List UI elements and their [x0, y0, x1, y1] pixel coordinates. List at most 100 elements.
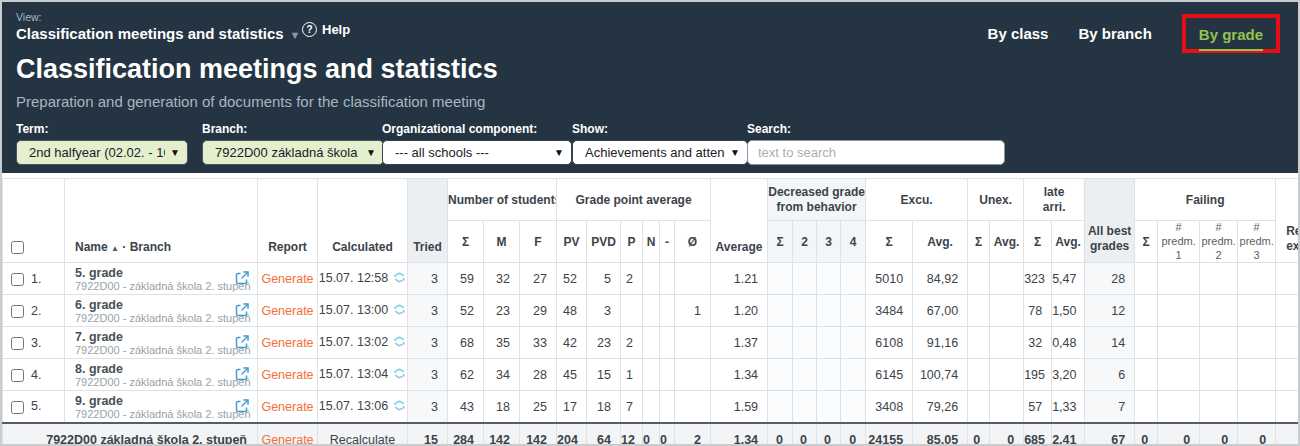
sort-asc-icon[interactable]: ▲: [111, 244, 119, 253]
tab-by-class[interactable]: By class: [988, 25, 1049, 42]
group-header-behavior: Decreased gradefrom behavior: [768, 179, 866, 221]
cell-all-best-grades: 67: [1085, 423, 1135, 446]
cell-behavior-3: [817, 327, 841, 359]
filter-branch: Branch: 7922D00 základná škola 2▼: [202, 122, 384, 165]
cell-unexcused-sum: [968, 359, 990, 391]
filter-show: Show: Achievements and attend▼: [572, 122, 748, 165]
open-external-icon[interactable]: [235, 335, 249, 352]
tab-by-grade[interactable]: By grade: [1199, 26, 1263, 51]
cell-gpa-pvd: 3: [587, 295, 621, 327]
branch-name: 7922D00 - základná škola 2. stupeň: [75, 312, 257, 324]
row-checkbox[interactable]: [11, 369, 24, 382]
group-header-excused: Excu.: [866, 179, 968, 221]
footer-report-cell: Generate: [258, 423, 318, 446]
cell-failing-predm-3: [1238, 391, 1276, 423]
select-all-checkbox[interactable]: [11, 241, 24, 254]
cell-gpa-pvd: 5: [587, 263, 621, 295]
term-select[interactable]: 2nd halfyear (02.02. - 10.0▼: [16, 140, 188, 165]
cell-gpa-n: [643, 359, 660, 391]
refresh-icon[interactable]: [393, 335, 406, 351]
col-header-select: [3, 179, 65, 263]
branch-name: 7922D00 - základná škola 2. stupeň: [75, 280, 257, 292]
cell-excused-sum: 3408: [866, 391, 913, 423]
generate-link[interactable]: Generate: [261, 400, 313, 414]
col-header-students-m: M: [484, 221, 520, 263]
row-select-cell: 1.: [3, 263, 65, 295]
calculated-cell: 15.07. 13:04: [318, 359, 408, 391]
row-checkbox[interactable]: [11, 337, 24, 350]
branch-name: 7922D00 - základná škola 2. stupeň: [75, 376, 257, 388]
generate-link[interactable]: Generate: [261, 272, 313, 286]
col-header-excused-avg: Avg.: [913, 221, 968, 263]
org-component-select[interactable]: --- all schools ---▼: [382, 140, 572, 165]
cell-all-best-grades: 12: [1085, 295, 1135, 327]
report-cell: Generate: [258, 359, 318, 391]
open-external-icon[interactable]: [235, 367, 249, 384]
footer-school-label: 7922D00 základná škola 2. stupeň: [3, 423, 258, 446]
cell-students-m: 35: [484, 327, 520, 359]
cell-failing-sum: [1135, 327, 1158, 359]
cell-behavior-sum: [768, 263, 793, 295]
cell-unexcused-avg: [990, 359, 1024, 391]
cell-excused-avg: 79,26: [913, 391, 968, 423]
calculated-cell: 15.07. 13:00: [318, 295, 408, 327]
branch-select[interactable]: 7922D00 základná škola 2▼: [202, 140, 384, 165]
col-header-students-sum: Σ: [448, 221, 484, 263]
col-header-gpa-p: P: [621, 221, 643, 263]
open-external-icon[interactable]: [235, 399, 249, 416]
refresh-icon[interactable]: [393, 271, 406, 287]
cell-failing-predm-3: [1238, 263, 1276, 295]
refresh-icon[interactable]: [393, 303, 406, 319]
cell-students-sum: 68: [448, 327, 484, 359]
col-header-gpa-pv: PV: [557, 221, 587, 263]
help-link[interactable]: ? Help: [302, 22, 350, 37]
view-dropdown[interactable]: Classification meetings and statistics▼: [16, 25, 300, 42]
cell-excused-avg: 100,74: [913, 359, 968, 391]
tab-by-branch[interactable]: By branch: [1078, 25, 1151, 42]
recalculate-link[interactable]: Recalculate: [330, 433, 395, 446]
generate-link[interactable]: Generate: [261, 368, 313, 382]
open-external-icon[interactable]: [235, 303, 249, 320]
refresh-icon[interactable]: [393, 399, 406, 415]
group-header-students: Number of students: [448, 179, 557, 221]
row-checkbox[interactable]: [11, 273, 24, 286]
cell-behavior-sum: [768, 359, 793, 391]
group-header-failing: Failing: [1135, 179, 1276, 221]
col-header-gpa-dash: -: [660, 221, 675, 263]
calculated-cell: 15.07. 12:58: [318, 263, 408, 295]
cell-remedial-exam: [1276, 295, 1298, 327]
cell-behavior-4: 0: [841, 423, 866, 446]
refresh-icon[interactable]: [393, 367, 406, 383]
col-header-failing-sum: Σ: [1135, 221, 1158, 263]
cell-failing-predm-2: [1200, 263, 1238, 295]
cell-excused-avg: 67,00: [913, 295, 968, 327]
search-input[interactable]: [747, 140, 1005, 165]
cell-failing-predm-1: [1158, 263, 1200, 295]
cell-unexcused-sum: 0: [968, 423, 990, 446]
cell-gpa-n: 0: [643, 423, 660, 446]
cell-unexcused-avg: [990, 263, 1024, 295]
show-select[interactable]: Achievements and attend▼: [572, 140, 748, 165]
cell-behavior-sum: 0: [768, 423, 793, 446]
cell-students-f: 29: [520, 295, 557, 327]
open-external-icon[interactable]: [235, 271, 249, 288]
generate-link[interactable]: Generate: [261, 336, 313, 350]
cell-failing-predm-1: [1158, 327, 1200, 359]
footer-recalculate-cell: Recalculate: [318, 423, 408, 446]
grade-name: 5. grade: [75, 266, 257, 280]
cell-students-f: 25: [520, 391, 557, 423]
footer-generate-link[interactable]: Generate: [261, 433, 313, 446]
chevron-down-icon: ▼: [554, 147, 564, 158]
row-checkbox[interactable]: [11, 305, 24, 318]
col-header-unexcused-sum: Σ: [968, 221, 990, 263]
cell-failing-predm-3: [1238, 295, 1276, 327]
col-header-behavior-4: 4: [841, 221, 866, 263]
generate-link[interactable]: Generate: [261, 304, 313, 318]
cell-failing-sum: [1135, 295, 1158, 327]
cell-average: 1.37: [711, 327, 768, 359]
row-select-cell: 5.: [3, 391, 65, 423]
cell-students-f: 27: [520, 263, 557, 295]
cell-late-avg: 3,20: [1052, 359, 1085, 391]
cell-remedial-exam: [1276, 423, 1298, 446]
row-checkbox[interactable]: [11, 401, 24, 414]
